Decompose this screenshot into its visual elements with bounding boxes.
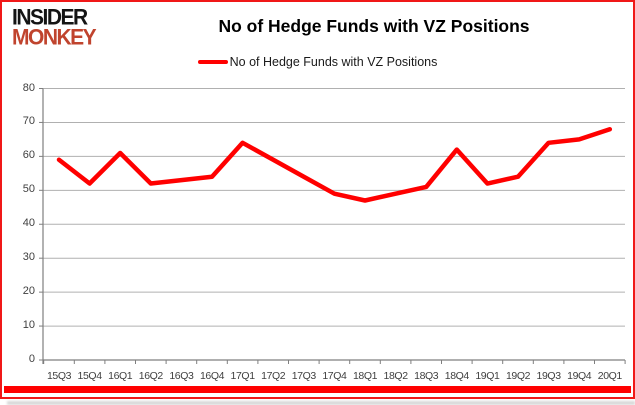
y-axis-label: 20 — [22, 285, 35, 298]
x-axis-label: 17Q3 — [291, 370, 316, 382]
legend: No of Hedge Funds with VZ Positions — [2, 55, 633, 69]
x-axis-label: 15Q4 — [77, 370, 102, 382]
y-axis-label: 70 — [22, 115, 35, 128]
y-axis-label: 30 — [22, 251, 35, 264]
x-axis-label: 16Q2 — [138, 370, 163, 382]
bottom-shadow — [7, 401, 635, 405]
axes — [39, 88, 626, 364]
gridlines — [43, 88, 625, 327]
y-axis-label: 10 — [22, 319, 35, 332]
chart-svg — [39, 88, 626, 364]
x-axis-label: 19Q1 — [475, 370, 500, 382]
x-axis-label: 18Q2 — [383, 370, 408, 382]
y-axis-label: 80 — [22, 81, 35, 94]
y-axis-label: 50 — [22, 183, 35, 196]
legend-line-swatch — [197, 59, 228, 65]
y-axis-label: 40 — [22, 217, 35, 230]
x-axis-label: 17Q2 — [261, 370, 286, 382]
x-axis-label: 15Q3 — [46, 370, 72, 382]
x-axis-label: 19Q4 — [567, 370, 592, 382]
chart-title: No of Hedge Funds with VZ Positions — [218, 16, 530, 36]
series-line — [56, 126, 613, 203]
x-axis-label: 18Q3 — [414, 370, 439, 382]
x-axis-label: 16Q3 — [169, 370, 194, 382]
x-axis-label: 19Q3 — [536, 370, 561, 382]
x-axis-label: 17Q1 — [230, 370, 255, 382]
y-axis-label: 60 — [22, 149, 35, 162]
x-axis-label: 18Q1 — [352, 370, 378, 382]
x-axis-label: 16Q4 — [199, 370, 225, 382]
bottom-red-bar — [4, 386, 631, 393]
x-axis-label: 20Q1 — [597, 370, 622, 382]
legend-label: No of Hedge Funds with VZ Positions — [229, 55, 438, 69]
logo-word-monkey: MONKEY — [12, 25, 97, 50]
x-axis-label: 19Q2 — [505, 370, 531, 382]
y-axis-label: 0 — [28, 353, 35, 365]
logo-word-insider: INSIDER — [12, 5, 88, 30]
x-axis-label: 17Q4 — [322, 370, 347, 382]
x-axis-label: 18Q4 — [444, 370, 469, 382]
insider-monkey-logo: INSIDER MONKEY — [12, 5, 97, 50]
series — [56, 126, 613, 203]
x-axis-label: 16Q1 — [108, 370, 133, 382]
